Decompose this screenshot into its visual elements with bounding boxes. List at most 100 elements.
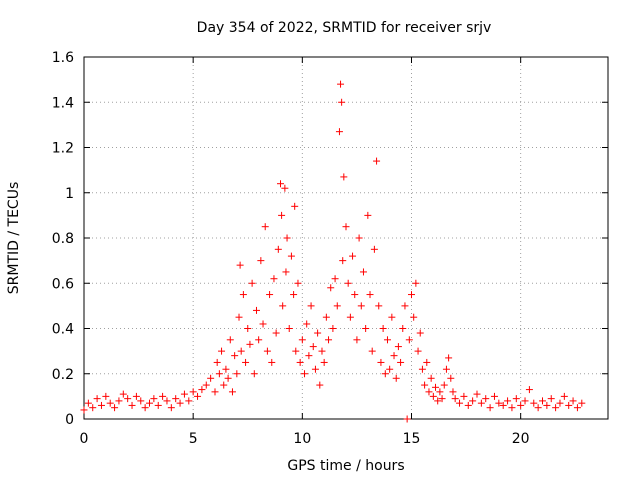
data-point	[257, 257, 265, 265]
data-point	[270, 275, 278, 283]
data-point	[547, 395, 555, 403]
data-point	[460, 392, 468, 400]
data-point	[418, 365, 426, 373]
data-point	[119, 390, 127, 398]
data-point	[534, 404, 542, 412]
data-point	[525, 386, 533, 394]
data-point	[207, 374, 215, 382]
data-point	[556, 399, 564, 407]
data-point	[132, 392, 140, 400]
data-point	[381, 370, 389, 378]
data-point	[364, 211, 372, 219]
data-point	[102, 392, 110, 400]
data-point	[333, 302, 341, 310]
data-point	[172, 395, 180, 403]
data-point	[189, 388, 197, 396]
data-point	[146, 399, 153, 407]
data-point	[351, 291, 359, 299]
data-point	[277, 180, 284, 188]
data-point	[436, 388, 444, 396]
data-point	[521, 397, 529, 405]
data-point	[322, 313, 330, 321]
data-point	[412, 279, 420, 287]
data-point	[282, 268, 290, 276]
data-point	[261, 223, 269, 231]
data-point	[416, 329, 424, 337]
data-point	[246, 340, 254, 348]
data-point	[97, 401, 105, 409]
data-point	[248, 279, 256, 287]
data-point	[377, 358, 385, 366]
data-point	[111, 404, 119, 412]
data-point	[231, 352, 239, 360]
data-point	[292, 347, 300, 355]
data-point	[305, 352, 313, 360]
data-point	[397, 358, 405, 366]
data-point	[307, 302, 315, 310]
data-point	[539, 397, 546, 405]
data-point	[427, 374, 435, 382]
data-point	[176, 399, 184, 407]
data-point	[355, 234, 363, 242]
data-point	[517, 401, 525, 409]
data-point	[456, 399, 464, 407]
data-point	[239, 291, 247, 299]
chart-title: Day 354 of 2022, SRMTID for receiver srj…	[197, 20, 492, 36]
data-point	[150, 395, 158, 403]
data-point	[390, 352, 398, 360]
data-point	[560, 392, 568, 400]
data-point	[272, 329, 280, 337]
data-point	[298, 336, 306, 344]
data-point	[252, 306, 260, 314]
data-point	[353, 336, 361, 344]
data-point	[578, 399, 586, 407]
data-point	[405, 336, 413, 344]
x-tick-label: 20	[512, 431, 530, 447]
data-point	[362, 325, 370, 332]
data-point	[346, 313, 354, 321]
data-point	[309, 343, 317, 351]
data-point	[106, 399, 114, 407]
data-point	[408, 291, 415, 299]
data-point	[445, 354, 453, 362]
data-point	[285, 325, 293, 332]
data-point	[237, 347, 245, 355]
data-point	[303, 320, 311, 328]
data-point	[159, 392, 167, 400]
data-point	[255, 336, 263, 344]
data-point	[301, 370, 309, 378]
data-point	[244, 325, 252, 332]
data-point	[340, 173, 348, 181]
data-point	[185, 397, 193, 405]
data-point	[154, 401, 162, 409]
data-point	[93, 395, 101, 403]
data-point	[242, 358, 250, 366]
data-point	[394, 343, 402, 351]
data-point	[198, 386, 206, 394]
data-point	[464, 401, 472, 409]
data-point	[414, 347, 422, 355]
data-point	[375, 302, 383, 310]
data-point	[386, 365, 394, 373]
data-point	[329, 325, 337, 332]
data-point	[410, 313, 418, 321]
data-point	[316, 381, 324, 389]
data-point	[311, 365, 319, 373]
y-tick-label: 1	[65, 186, 74, 202]
y-tick-label: 0.2	[52, 367, 74, 383]
data-point	[499, 401, 507, 409]
data-point	[339, 257, 347, 265]
data-point	[89, 404, 97, 412]
data-point	[504, 397, 512, 405]
data-point	[349, 252, 357, 260]
y-tick-label: 0.8	[52, 231, 74, 247]
data-point	[392, 374, 400, 382]
data-point	[281, 184, 289, 192]
data-point	[357, 302, 365, 310]
data-point	[342, 223, 350, 231]
data-point	[318, 347, 326, 355]
data-point	[473, 390, 481, 398]
data-point	[141, 404, 149, 412]
data-point	[320, 358, 328, 366]
